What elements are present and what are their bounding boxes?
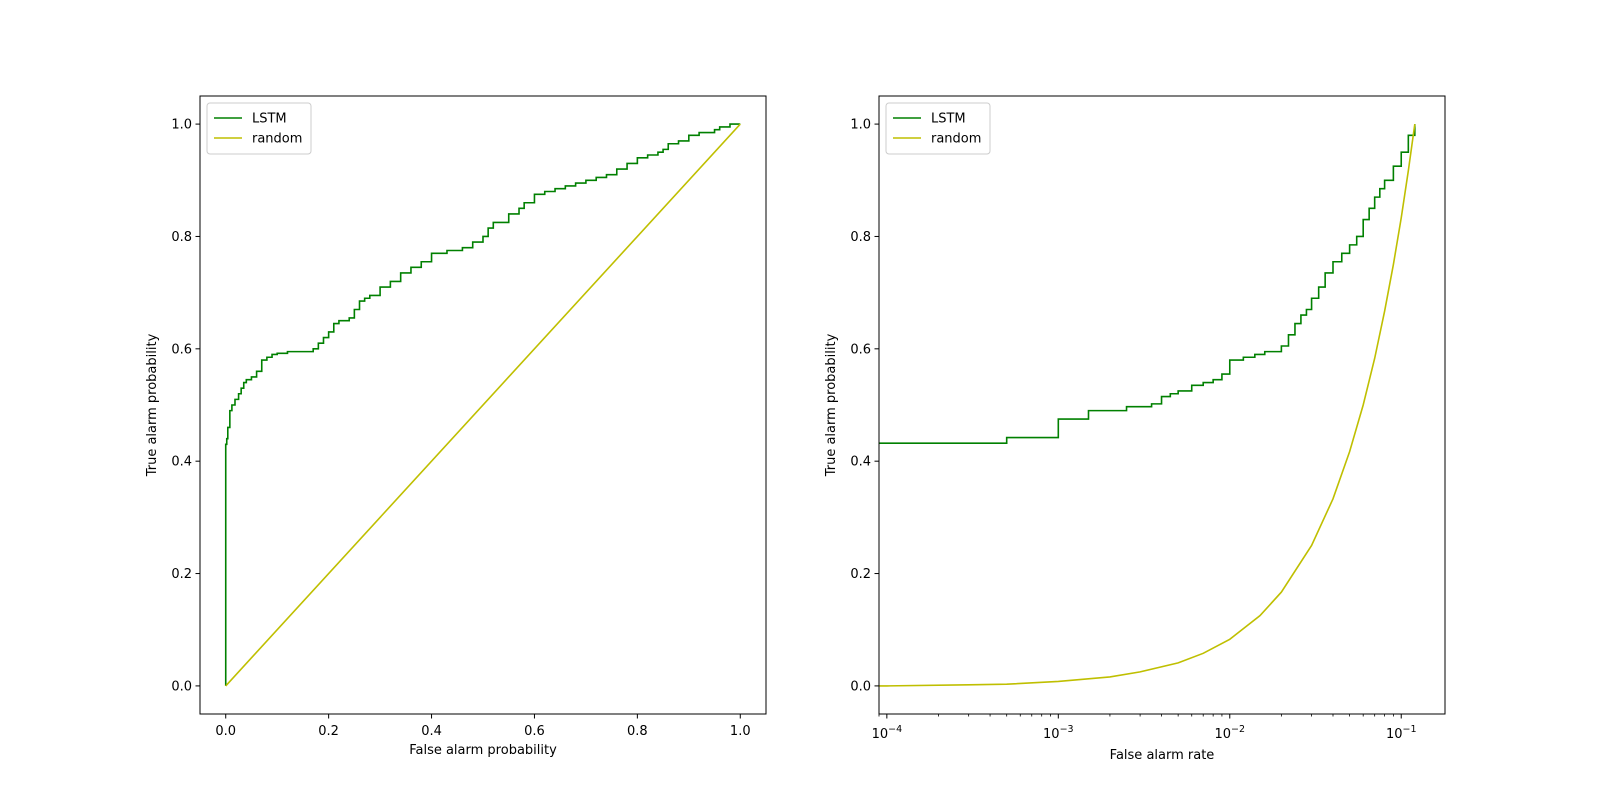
series-line-random: [225, 123, 741, 687]
legend-box: [885, 102, 991, 155]
legend-label-random: random: [252, 132, 302, 147]
x-tick-label: 0.4: [421, 724, 442, 739]
x-tick-label: 0.6: [524, 724, 545, 739]
y-axis-label: True alarm probability: [145, 333, 160, 477]
y-tick-label: 0.4: [850, 455, 871, 470]
y-tick-label: 1.0: [171, 118, 192, 133]
x-tick-label: 1.0: [730, 724, 751, 739]
y-axis-label: True alarm probability: [824, 333, 839, 477]
axes-frame: [199, 95, 767, 715]
series-line-lstm: [879, 124, 1416, 444]
x-tick-label: 10−3: [1043, 724, 1074, 742]
y-tick-label: 0.6: [171, 342, 192, 357]
legend-label-lstm: LSTM: [252, 112, 287, 127]
y-tick-label: 0.0: [171, 679, 192, 694]
legend-label-lstm: LSTM: [931, 112, 966, 127]
roc-log-panel: 10−4 10−3 10−2 10−1 0.0 0.2 0.4 0.6 0.8 1.0 False …: [824, 95, 1446, 763]
axes-frame: [878, 95, 1446, 715]
x-axis-label: False alarm probability: [409, 743, 557, 758]
y-tick-label: 0.0: [850, 679, 871, 694]
series-line-lstm: [224, 123, 741, 686]
legend-label-random: random: [931, 132, 981, 147]
legend-box: [206, 102, 312, 155]
y-tick-label: 0.6: [850, 342, 871, 357]
series-line-random: [879, 123, 1416, 687]
y-tick-label: 0.4: [171, 455, 192, 470]
roc-linear-panel: 0.0 0.2 0.4 0.6 0.8 1.0 0.0 0.2 0.4 0.6 0.8 1.0 Fals…: [145, 95, 767, 758]
x-tick-label: 10−2: [1214, 724, 1245, 742]
x-tick-label: 0.0: [215, 724, 236, 739]
y-tick-label: 0.8: [850, 230, 871, 245]
y-tick-label: 0.2: [171, 567, 192, 582]
x-axis-label: False alarm rate: [1110, 748, 1215, 763]
x-tick-label: 10−4: [872, 724, 903, 742]
y-tick-label: 1.0: [850, 118, 871, 133]
x-tick-label: 10−1: [1386, 724, 1417, 742]
x-tick-label: 0.8: [627, 724, 648, 739]
y-tick-label: 0.2: [850, 567, 871, 582]
y-tick-label: 0.8: [171, 230, 192, 245]
x-tick-label: 0.2: [318, 724, 339, 739]
